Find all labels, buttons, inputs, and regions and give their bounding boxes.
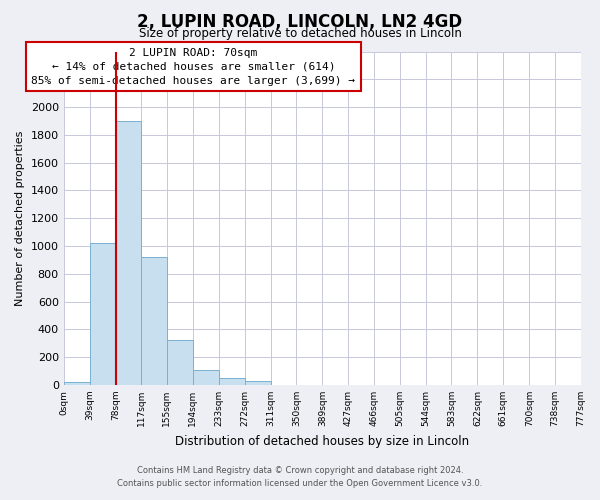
Bar [245, 381, 271, 385]
Bar [218, 378, 245, 385]
Bar [64, 382, 89, 385]
Text: 2, LUPIN ROAD, LINCOLN, LN2 4GD: 2, LUPIN ROAD, LINCOLN, LN2 4GD [137, 12, 463, 30]
Bar [116, 121, 142, 385]
Bar [142, 257, 167, 385]
Bar [89, 243, 116, 385]
Bar [167, 340, 193, 385]
Bar [193, 370, 218, 385]
Text: Size of property relative to detached houses in Lincoln: Size of property relative to detached ho… [139, 28, 461, 40]
Text: 2 LUPIN ROAD: 70sqm
← 14% of detached houses are smaller (614)
85% of semi-detac: 2 LUPIN ROAD: 70sqm ← 14% of detached ho… [31, 48, 355, 86]
X-axis label: Distribution of detached houses by size in Lincoln: Distribution of detached houses by size … [175, 434, 469, 448]
Y-axis label: Number of detached properties: Number of detached properties [15, 130, 25, 306]
Text: Contains HM Land Registry data © Crown copyright and database right 2024.
Contai: Contains HM Land Registry data © Crown c… [118, 466, 482, 487]
